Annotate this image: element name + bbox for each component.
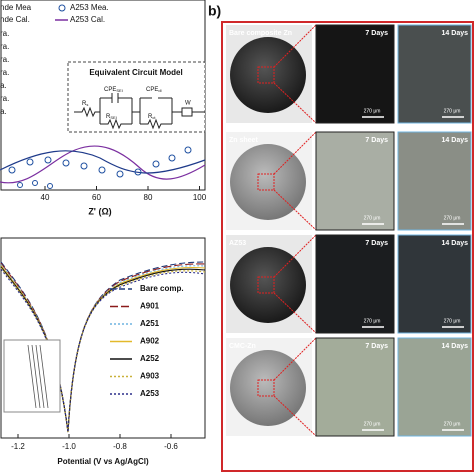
micrograph-7d <box>315 337 395 437</box>
markers <box>17 180 53 189</box>
legend-label: Bare comp. <box>140 284 184 293</box>
x-tick-label: 80 <box>144 193 153 202</box>
element: Rs <box>82 101 88 107</box>
side-label: ra. <box>0 42 9 51</box>
fit-curve <box>0 150 206 174</box>
legend-label: A253 Cal. <box>70 15 105 24</box>
scale-label: 270 μm <box>444 318 461 324</box>
element: RSEI <box>106 114 117 120</box>
micrograph-7d <box>315 24 395 124</box>
inset-box <box>67 61 206 133</box>
legend-label: A901 <box>140 302 160 311</box>
legend-label: nde Mea <box>0 3 32 12</box>
zoom-guide <box>273 131 317 231</box>
legend-label: A902 <box>140 337 160 346</box>
legend-label: A903 <box>140 372 160 381</box>
x-tick-label: -0.6 <box>164 442 178 451</box>
side-label: a. <box>0 81 7 90</box>
micrograph-14d <box>397 131 472 231</box>
scale-label: 270 μm <box>444 421 461 427</box>
x-axis-label: Z' (Ω) <box>88 206 111 216</box>
scale-label: 270 μm <box>364 318 381 324</box>
side-label: ra. <box>0 68 9 77</box>
day-label: 7 Days <box>365 30 388 37</box>
legend-label: nde Cal. <box>0 15 30 24</box>
zoom-box <box>257 173 275 191</box>
sample-name: Bare composite Zn <box>229 30 292 37</box>
x-axis-label: Potential (V vs Ag/AgCl) <box>57 457 149 466</box>
day-label: 7 Days <box>365 137 388 144</box>
x-tick-label: 100 <box>193 193 207 202</box>
nyquist-plot: nde Mea A253 Mea. nde Cal. A253 Cal. ra.… <box>0 0 207 216</box>
zoom-lines <box>27 344 49 409</box>
x-tick-label: 40 <box>41 193 50 202</box>
scale-label: 270 μm <box>444 215 461 221</box>
scale-label: 270 μm <box>444 108 461 114</box>
day-label: 14 Days <box>442 240 469 247</box>
legend-label: A253 Mea. <box>70 3 109 12</box>
side-label: ra. <box>0 55 9 64</box>
day-label: 14 Days <box>442 137 469 144</box>
sample-name: AZ53 <box>229 240 246 247</box>
scale-label: 270 μm <box>364 421 381 427</box>
circuit <box>74 93 205 130</box>
side-label: ra. <box>0 94 9 103</box>
tafel-plot: Bare comp. A901 A251 A902 A252 A903 A253 Poten… <box>0 237 206 466</box>
legend-label: A252 <box>140 354 160 363</box>
legend-label: A251 <box>140 319 160 328</box>
sample-disc <box>230 350 306 426</box>
panel-label: b) <box>208 3 221 19</box>
x-tick-label: -1.0 <box>62 442 76 451</box>
micrograph-7d <box>315 234 395 334</box>
micrograph-14d <box>397 234 472 334</box>
zoom-box <box>257 276 275 294</box>
zoom-guide <box>273 234 317 334</box>
element: W <box>185 101 191 107</box>
sample-disc <box>230 144 306 220</box>
inset-title: Equivalent Circuit Model <box>89 68 182 77</box>
scale-label: 270 μm <box>364 215 381 221</box>
day-label: 14 Days <box>442 343 469 350</box>
micrograph-7d <box>315 131 395 231</box>
zoom-box <box>257 379 275 397</box>
tafel-curve <box>0 268 206 433</box>
element: Rct <box>148 114 156 120</box>
micrograph-14d <box>397 24 472 124</box>
fit-curve <box>0 145 206 184</box>
zoom-box <box>257 66 275 84</box>
sample-name: CMC-Zn <box>229 343 256 350</box>
legend-label: A253 <box>140 389 160 398</box>
zoom-guide <box>273 24 317 124</box>
side-label: ra. <box>0 29 9 38</box>
side-label: a. <box>0 107 7 116</box>
sample-name: Zn sheet <box>229 137 258 144</box>
day-label: 14 Days <box>442 30 469 37</box>
micrograph-14d <box>397 337 472 437</box>
axes-frame <box>0 237 206 439</box>
element: CPESEI <box>104 87 123 93</box>
day-label: 7 Days <box>365 240 388 247</box>
scale-label: 270 μm <box>364 108 381 114</box>
sample-disc <box>230 37 306 113</box>
x-tick-label: -0.8 <box>113 442 127 451</box>
zoom-guide <box>273 337 317 437</box>
markers <box>8 146 192 178</box>
x-tick-label: 60 <box>92 193 101 202</box>
day-label: 7 Days <box>365 343 388 350</box>
x-tick-label: -1.2 <box>11 442 25 451</box>
element: CPEdl <box>146 87 162 93</box>
sample-disc <box>230 247 306 323</box>
